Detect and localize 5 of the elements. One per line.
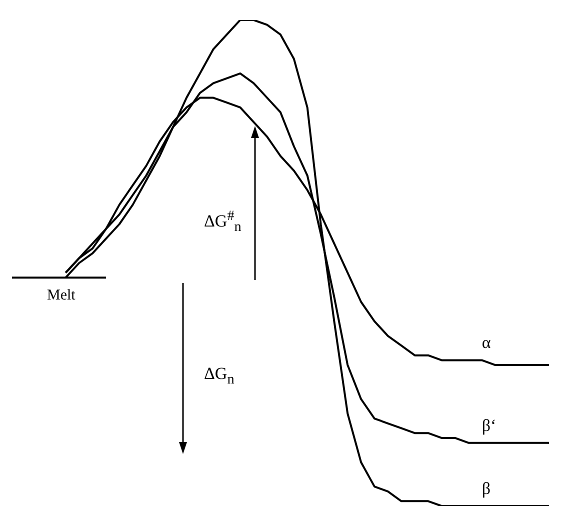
annotation: ΔG$_{n}$ — [204, 364, 234, 388]
series-label: β — [482, 479, 491, 498]
series-label: Melt — [47, 288, 76, 304]
series-label: α — [482, 333, 491, 352]
series-label: β‘ — [482, 416, 496, 435]
